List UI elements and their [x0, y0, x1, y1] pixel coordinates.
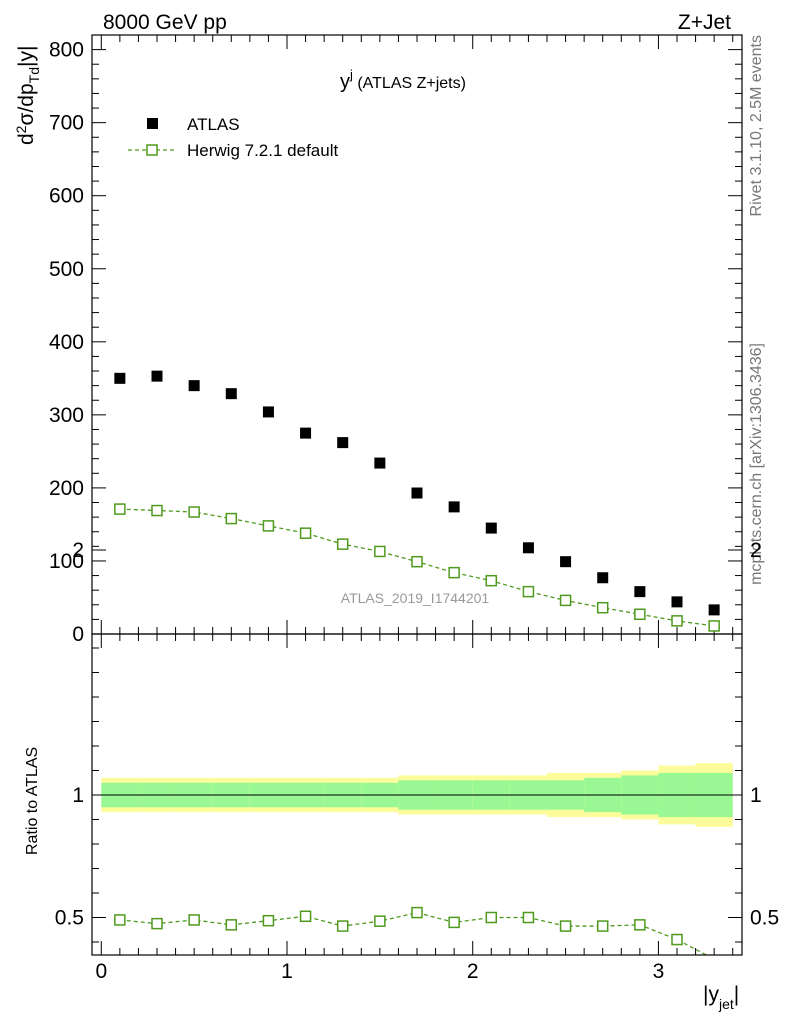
ratio-point	[634, 919, 646, 931]
ratio-point	[411, 906, 423, 919]
main-panel: 0 100 200 300 400 500 600 700 800 yj (ATLAS Z+je…	[13, 34, 743, 646]
atlas-point	[634, 586, 646, 598]
herwig-point	[559, 594, 572, 607]
legend-herwig-label: Herwig 7.2.1 default	[187, 141, 338, 160]
atlas-point	[225, 388, 237, 400]
legend: ATLAS Herwig 7.2.1 default	[128, 115, 338, 160]
atlas-point	[411, 487, 423, 499]
herwig-point	[336, 538, 349, 550]
ratio-point	[671, 933, 683, 946]
atlas-point	[300, 427, 312, 439]
main-y-ticks: 0 100 200 300 400 500 600 700 800	[49, 34, 742, 646]
atlas-point	[151, 370, 163, 382]
ratio-ytick-label: 1	[72, 784, 84, 807]
ratio-x-ticks: 0 1 2 3	[95, 634, 734, 983]
ratio-point	[448, 916, 460, 929]
herwig-series-line	[119, 508, 715, 627]
ratio-point	[374, 915, 386, 927]
herwig-point	[114, 503, 126, 515]
rivet-version-label: Rivet 3.1.10, 2.5M events	[748, 35, 765, 216]
ratio-point	[485, 911, 498, 924]
x-axis-label: |yjet|	[703, 983, 739, 1012]
herwig-point	[188, 506, 200, 518]
legend-atlas-label: ATLAS	[187, 115, 240, 134]
ratio-point	[188, 914, 200, 926]
x-tick-label: 3	[653, 960, 665, 983]
herwig-point	[708, 620, 720, 632]
header-collision: 8000 GeV pp	[103, 11, 227, 34]
ratio-y-ticks: 0.5 0.5 1 1 2 2	[55, 539, 779, 943]
ratio-series-line	[119, 911, 707, 956]
main-x-ticks	[100, 35, 734, 634]
x-tick-label: 2	[467, 960, 479, 983]
atlas-point	[188, 380, 200, 392]
main-ytick-label: 100	[49, 550, 84, 573]
header-process: Z+Jet	[678, 11, 731, 34]
herwig-point	[596, 601, 609, 614]
ratio-point	[262, 914, 275, 927]
ratio-ytick-label-right: 2	[750, 539, 762, 562]
x-tick-label: 0	[95, 960, 107, 983]
mcplots-label: mcplots.cern.ch [arXiv:1306.3436]	[748, 343, 765, 585]
main-y-axis-label: d2σ/dpTd|y|	[13, 46, 42, 145]
x-tick-label: 1	[281, 960, 293, 983]
ratio-point	[596, 920, 609, 932]
atlas-point	[374, 457, 386, 469]
main-ytick-label: 800	[49, 39, 84, 62]
herwig-point	[671, 615, 683, 627]
ratio-y-axis-label: Ratio to ATLAS	[24, 747, 41, 855]
ratio-ytick-label-right: 1	[750, 784, 762, 807]
herwig-point	[225, 512, 238, 525]
atlas-point	[708, 604, 720, 616]
ratio-point	[299, 910, 312, 923]
ratio-point	[336, 920, 349, 932]
herwig-point	[262, 520, 275, 532]
herwig-point	[411, 555, 423, 568]
herwig-point	[299, 527, 312, 539]
herwig-point	[634, 608, 646, 621]
main-ytick-label: 0	[72, 623, 84, 646]
ratio-point	[559, 920, 572, 932]
ratio-point	[151, 917, 163, 930]
analysis-watermark: ATLAS_2019_I1744201	[341, 590, 490, 606]
herwig-point	[151, 504, 163, 517]
ratio-point	[225, 919, 238, 931]
plot-title-superscript: j	[349, 67, 353, 82]
atlas-point	[337, 437, 349, 449]
ratio-point	[522, 911, 535, 924]
main-ytick-label: 700	[49, 112, 84, 135]
ratio-herwig-line	[114, 906, 707, 956]
main-ytick-label: 600	[49, 185, 84, 208]
atlas-point	[262, 406, 274, 418]
atlas-point	[671, 596, 683, 608]
atlas-point	[485, 522, 497, 534]
plot-title-main: y	[340, 71, 350, 93]
main-ytick-label: 400	[49, 331, 84, 354]
atlas-point	[560, 556, 572, 568]
plot-title: yj (ATLAS Z+jets)	[340, 67, 466, 93]
main-data-points	[114, 370, 720, 632]
ratio-ytick-label: 0.5	[55, 907, 84, 930]
ratio-ytick-label: 2	[72, 539, 84, 562]
atlas-point	[597, 572, 609, 584]
ratio-ytick-label-right: 0.5	[750, 907, 779, 930]
herwig-point	[485, 574, 498, 587]
atlas-point	[522, 542, 534, 554]
legend-herwig-marker	[146, 144, 158, 156]
herwig-point	[374, 545, 386, 558]
main-ytick-label: 500	[49, 258, 84, 281]
atlas-point	[114, 372, 126, 384]
ratio-panel: 0.5 0.5 1 1 2 2 0 1 2 3 Ratio to ATLAS |yjet|	[24, 539, 779, 1012]
plot-title-rest: (ATLAS Z+jets)	[353, 75, 466, 92]
main-ytick-label: 300	[49, 404, 84, 427]
ratio-point	[114, 914, 126, 926]
herwig-point	[522, 585, 535, 598]
main-ytick-label: 200	[49, 477, 84, 500]
herwig-line	[119, 508, 715, 627]
atlas-point	[448, 501, 460, 513]
legend-atlas-marker	[147, 118, 158, 129]
herwig-point	[448, 566, 460, 579]
